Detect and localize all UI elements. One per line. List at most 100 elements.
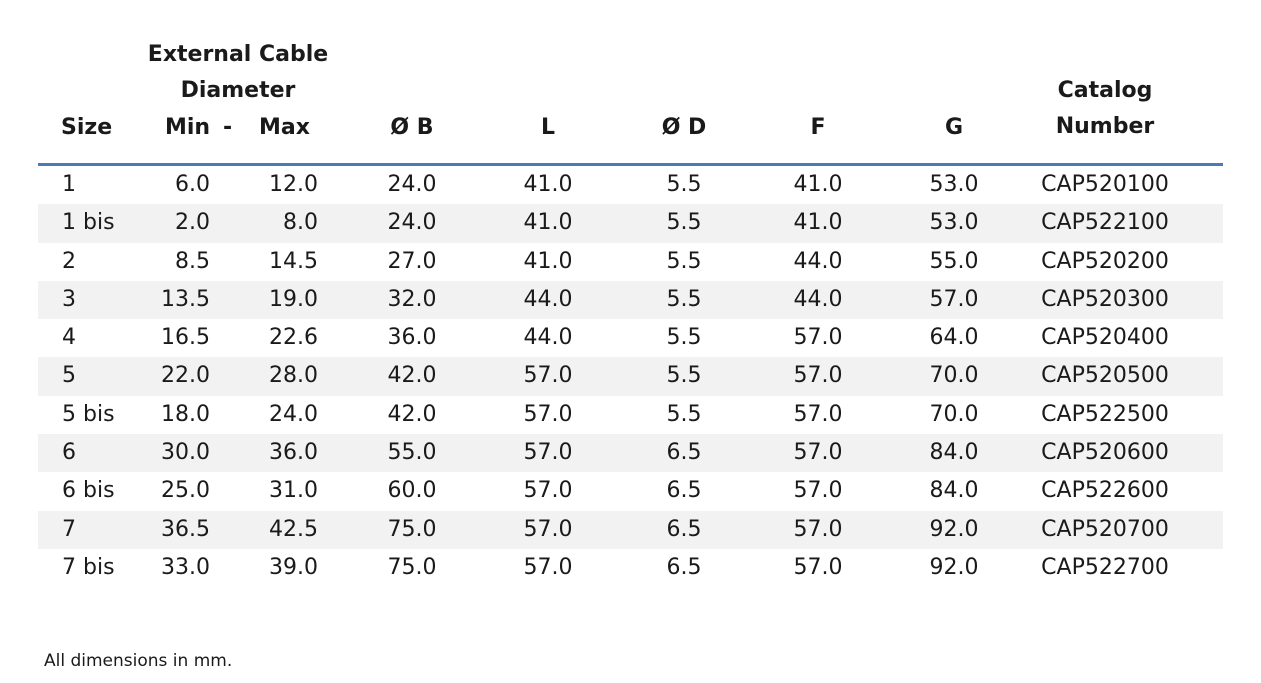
table-row: 7 36.5 42.5 75.0 57.0 6.5 57.0 92.0 CAP520700: [38, 510, 1223, 549]
cell-max: 14.5: [269, 248, 318, 274]
cell-f: 41.0: [793, 172, 843, 197]
cell-min: 30.0: [161, 440, 210, 466]
cell-l: 57.0: [523, 401, 573, 427]
cell-min: 25.0: [161, 478, 210, 504]
header-catalog-number: Catalog Number: [1056, 73, 1155, 145]
cell-size: 3: [62, 286, 76, 312]
cell-f: 57.0: [793, 478, 843, 504]
cell-l: 41.0: [523, 210, 573, 236]
cell-l: 44.0: [523, 325, 573, 351]
cell-catalog: CAP520200: [1041, 248, 1169, 274]
cell-l: 41.0: [523, 172, 573, 197]
cell-g: 70.0: [929, 363, 979, 389]
cell-min: 2.0: [175, 210, 210, 236]
cell-l: 57.0: [523, 516, 573, 542]
cell-diameter-b: 55.0: [387, 440, 437, 466]
cell-diameter-d: 6.5: [666, 478, 702, 504]
cell-size: 5: [62, 363, 76, 389]
cell-size: 7: [62, 516, 76, 542]
header-min: Min: [165, 115, 211, 140]
cell-l: 57.0: [523, 478, 573, 504]
cell-max: 8.0: [283, 210, 318, 236]
cell-min: 8.5: [175, 248, 210, 274]
cell-catalog: CAP522100: [1041, 210, 1169, 236]
cell-diameter-d: 6.5: [666, 554, 702, 580]
cell-diameter-d: 5.5: [666, 248, 702, 274]
cell-l: 57.0: [523, 554, 573, 580]
cell-size: 1 bis: [62, 210, 115, 236]
cell-size: 6: [62, 440, 76, 466]
cell-diameter-d: 5.5: [666, 210, 702, 236]
cell-min: 13.5: [161, 286, 210, 312]
cell-g: 92.0: [929, 516, 979, 542]
cell-diameter-b: 60.0: [387, 478, 437, 504]
cell-catalog: CAP520500: [1041, 363, 1169, 389]
cell-diameter-d: 5.5: [666, 286, 702, 312]
cell-diameter-b: 75.0: [387, 516, 437, 542]
cell-catalog: CAP520600: [1041, 440, 1169, 466]
cell-catalog: CAP520300: [1041, 286, 1169, 312]
cell-max: 36.0: [269, 440, 318, 466]
cell-l: 57.0: [523, 363, 573, 389]
cell-f: 57.0: [793, 554, 843, 580]
cell-min: 18.0: [161, 401, 210, 427]
cell-diameter-d: 5.5: [666, 363, 702, 389]
cell-f: 57.0: [793, 363, 843, 389]
cell-catalog: CAP520400: [1041, 325, 1169, 351]
table-row: 6 bis 25.0 31.0 60.0 57.0 6.5 57.0 84.0 CAP52260…: [38, 472, 1223, 510]
cell-min: 16.5: [161, 325, 210, 351]
cell-g: 84.0: [929, 440, 979, 466]
header-f: F: [810, 115, 826, 140]
cell-max: 42.5: [269, 516, 318, 542]
header-divider: [38, 163, 1223, 166]
cell-g: 55.0: [929, 248, 979, 274]
cell-l: 44.0: [523, 286, 573, 312]
cell-min: 33.0: [161, 554, 210, 580]
cell-size: 4: [62, 325, 76, 351]
header-external-cable-diameter: External Cable Diameter: [148, 37, 328, 109]
table-row: 6 30.0 36.0 55.0 57.0 6.5 57.0 84.0 CAP520600: [38, 434, 1223, 473]
header-catalog-line1: Catalog: [1057, 78, 1153, 103]
header-max: Max: [259, 115, 310, 140]
cell-diameter-b: 42.0: [387, 401, 437, 427]
table-row: 7 bis 33.0 39.0 75.0 57.0 6.5 57.0 92.0 CAP52270…: [38, 549, 1223, 587]
cell-diameter-b: 27.0: [387, 248, 437, 274]
cell-g: 84.0: [929, 478, 979, 504]
cell-max: 28.0: [269, 363, 318, 389]
header-l: L: [540, 115, 556, 140]
cell-l: 57.0: [523, 440, 573, 466]
cell-f: 44.0: [793, 286, 843, 312]
table-row: 5 bis 18.0 24.0 42.0 57.0 5.5 57.0 70.0 CAP52250…: [38, 396, 1223, 434]
cell-f: 57.0: [793, 440, 843, 466]
cell-diameter-b: 36.0: [387, 325, 437, 351]
table-row: 1 bis 2.0 8.0 24.0 41.0 5.5 41.0 53.0 CAP522100: [38, 204, 1223, 243]
cell-diameter-d: 5.5: [666, 401, 702, 427]
cell-catalog: CAP522700: [1041, 554, 1169, 580]
cell-max: 31.0: [269, 478, 318, 504]
table-row: 4 16.5 22.6 36.0 44.0 5.5 57.0 64.0 CAP520400: [38, 319, 1223, 357]
cell-diameter-b: 24.0: [387, 210, 437, 236]
header-diameter-b: Ø B: [390, 115, 434, 140]
cell-diameter-d: 6.5: [666, 440, 702, 466]
cell-size: 7 bis: [62, 554, 115, 580]
header-size: Size: [61, 115, 113, 140]
cell-f: 44.0: [793, 248, 843, 274]
cell-f: 57.0: [793, 516, 843, 542]
cell-g: 53.0: [929, 172, 979, 197]
header-diameter-d: Ø D: [661, 115, 707, 140]
cell-size: 2: [62, 248, 76, 274]
cell-diameter-b: 32.0: [387, 286, 437, 312]
cell-max: 19.0: [269, 286, 318, 312]
table-row: 3 13.5 19.0 32.0 44.0 5.5 44.0 57.0 CAP520300: [38, 280, 1223, 320]
header-catalog-line2: Number: [1055, 114, 1155, 139]
footnote: All dimensions in mm.: [44, 651, 233, 671]
cell-l: 41.0: [523, 248, 573, 274]
cell-size: 1: [62, 172, 76, 197]
cell-catalog: CAP520700: [1041, 516, 1169, 542]
cell-g: 53.0: [929, 210, 979, 236]
cell-catalog: CAP522600: [1041, 478, 1169, 504]
cell-size: 6 bis: [62, 478, 115, 504]
cell-g: 92.0: [929, 554, 979, 580]
table-row: 2 8.5 14.5 27.0 41.0 5.5 44.0 55.0 CAP520200: [38, 243, 1223, 281]
